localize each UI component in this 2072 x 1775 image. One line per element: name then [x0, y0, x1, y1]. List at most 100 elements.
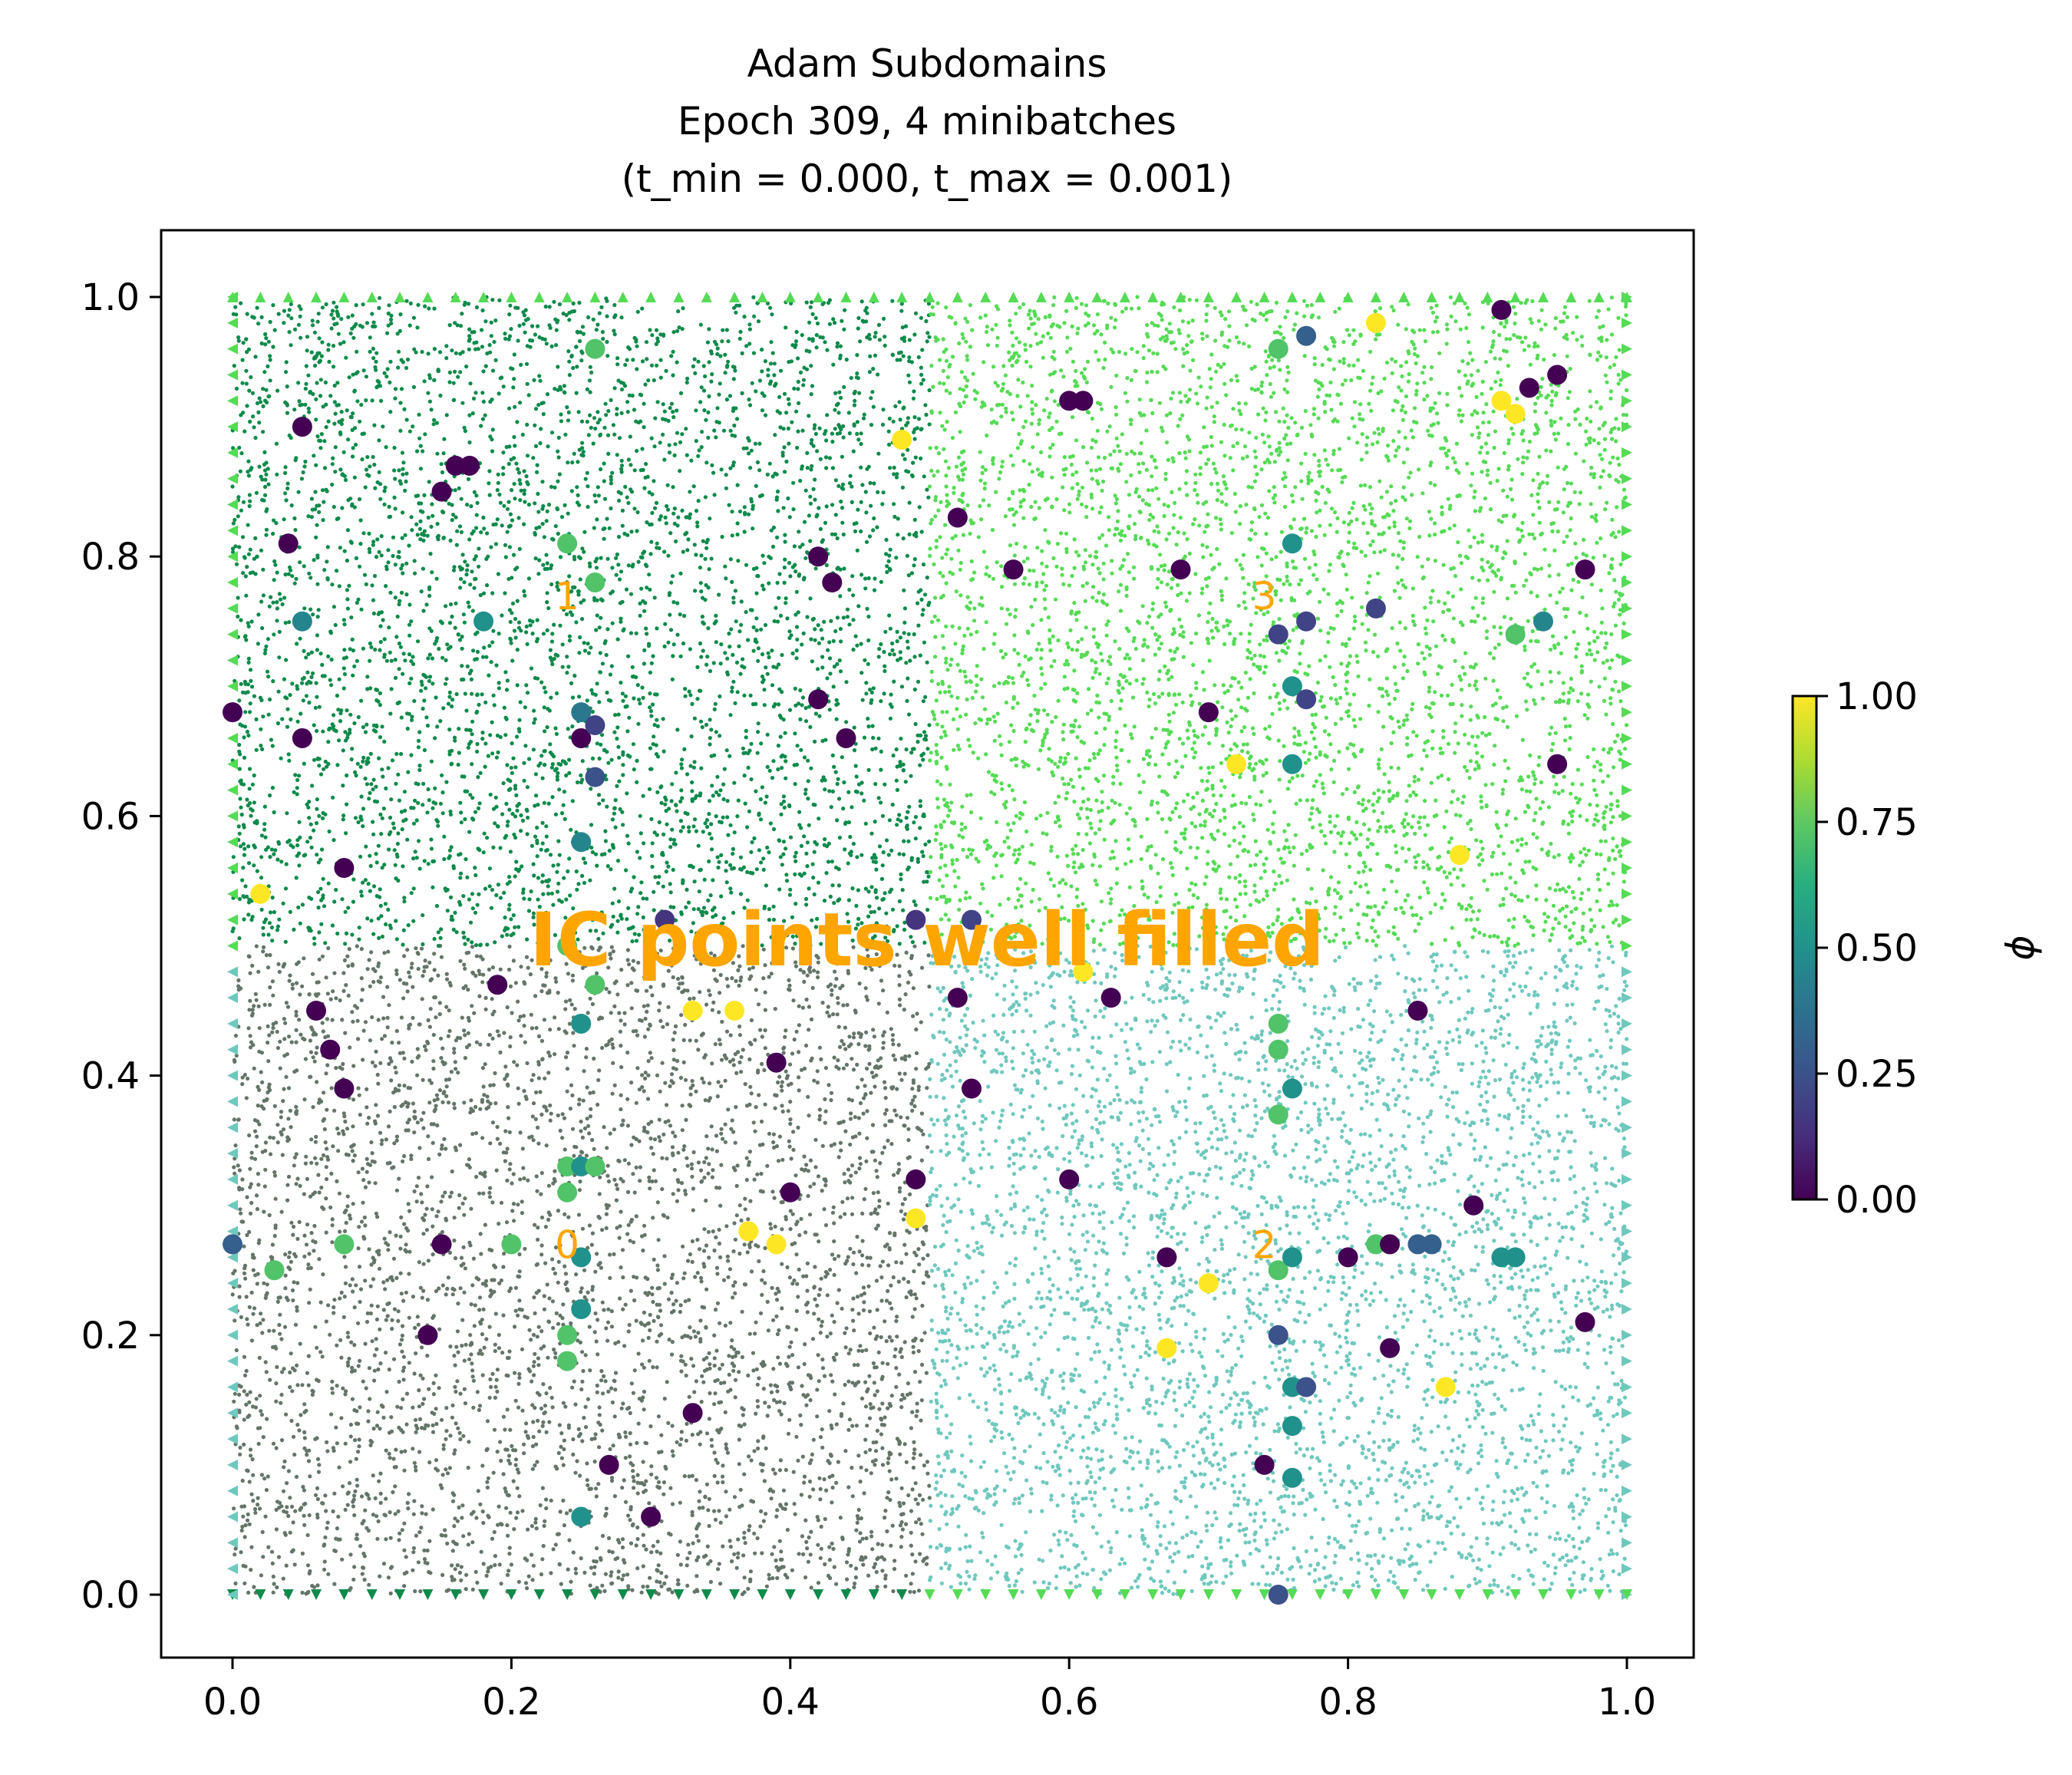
boundary-marker	[1622, 810, 1632, 822]
sample-point	[417, 1325, 438, 1345]
boundary-marker	[589, 292, 601, 302]
boundary-marker	[1091, 1589, 1103, 1600]
boundary-marker	[673, 292, 685, 302]
sample-point	[1268, 1260, 1288, 1281]
boundary-marker	[757, 1589, 768, 1600]
sample-point	[1533, 611, 1553, 632]
sample-point	[1421, 1234, 1442, 1255]
boundary-marker	[1622, 1511, 1632, 1523]
sample-point	[1268, 1013, 1288, 1034]
sample-point	[1575, 559, 1595, 580]
boundary-marker	[227, 836, 238, 848]
boundary-marker	[1622, 525, 1632, 536]
boundary-marker	[227, 473, 238, 484]
boundary-marker	[1622, 317, 1632, 328]
colorbar-tick-label: 0.75	[1836, 801, 1918, 844]
boundary-marker	[227, 810, 238, 822]
boundary-marker	[868, 1589, 879, 1600]
boundary-marker	[227, 343, 238, 355]
sample-point	[1059, 1169, 1080, 1189]
boundary-marker	[1622, 655, 1632, 666]
y-tick-label: 0.6	[81, 795, 140, 838]
boundary-marker	[1622, 888, 1632, 899]
boundary-marker	[1509, 292, 1521, 302]
boundary-marker	[1566, 292, 1577, 302]
boundary-marker	[1622, 421, 1632, 433]
boundary-marker	[422, 1589, 434, 1600]
sample-point	[766, 1234, 787, 1255]
boundary-marker	[227, 1511, 238, 1523]
boundary-marker	[1175, 1589, 1186, 1600]
sample-point	[1156, 1338, 1177, 1358]
sample-point	[585, 338, 605, 359]
boundary-marker	[1453, 1589, 1465, 1600]
sample-point	[655, 909, 675, 930]
sample-point	[473, 611, 494, 632]
sample-point	[641, 1506, 662, 1527]
boundary-marker	[227, 1537, 238, 1549]
sample-point	[808, 546, 829, 567]
boundary-marker	[1064, 292, 1075, 302]
boundary-marker	[533, 292, 545, 302]
boundary-marker	[1622, 1199, 1632, 1211]
sample-point	[571, 1013, 592, 1034]
boundary-marker	[1119, 292, 1130, 302]
sample-point	[571, 1247, 592, 1268]
boundary-marker	[311, 1589, 322, 1600]
sample-point	[1156, 1247, 1177, 1268]
boundary-marker	[1482, 1589, 1493, 1600]
y-tick-label: 0.0	[81, 1574, 140, 1617]
boundary-marker	[227, 421, 238, 433]
boundary-marker	[227, 1173, 238, 1185]
boundary-marker	[1622, 447, 1632, 458]
boundary-marker	[1593, 1589, 1605, 1600]
sample-point	[334, 1078, 355, 1099]
boundary-marker	[227, 681, 238, 692]
sample-point	[906, 1208, 926, 1229]
sample-point	[223, 702, 243, 723]
boundary-marker	[617, 1589, 629, 1600]
boundary-marker	[617, 292, 629, 302]
boundary-marker	[227, 1381, 238, 1393]
x-tick-label: 0.4	[761, 1681, 820, 1724]
sample-point	[1268, 1585, 1288, 1605]
boundary-marker	[227, 1018, 238, 1029]
boundary-marker	[813, 292, 824, 302]
colorbar-tick-label: 0.00	[1836, 1179, 1918, 1222]
boundary-marker	[1008, 292, 1019, 302]
sample-point	[682, 1001, 703, 1021]
boundary-marker	[1622, 1252, 1632, 1263]
boundary-marker	[1035, 1589, 1047, 1600]
boundary-marker	[255, 1589, 266, 1600]
boundary-marker	[227, 940, 238, 952]
sample-point	[557, 1351, 578, 1371]
boundary-marker	[980, 292, 991, 302]
boundary-marker	[227, 1355, 238, 1367]
boundary-marker	[1622, 758, 1632, 770]
boundary-marker	[1286, 1589, 1298, 1600]
sample-point	[1198, 702, 1219, 723]
boundary-marker	[1622, 551, 1632, 563]
sample-point	[431, 481, 452, 502]
x-axis: 0.0 0.2 0.4 0.6 0.8 1.0	[203, 1658, 1656, 1724]
boundary-marker	[952, 292, 963, 302]
boundary-marker	[282, 292, 294, 302]
boundary-marker	[1342, 292, 1354, 302]
boundary-marker	[227, 1303, 238, 1315]
colorbar-ticks: 0.00 0.25 0.50 0.75 1.00	[1816, 675, 1918, 1222]
boundary-marker	[1622, 1070, 1632, 1081]
sample-point	[571, 702, 592, 723]
colorbar-tick-label: 0.25	[1836, 1053, 1918, 1096]
sample-point	[334, 858, 355, 879]
boundary-marker	[227, 499, 238, 510]
x-tick-label: 0.0	[203, 1681, 262, 1724]
sample-point	[320, 1039, 341, 1060]
boundary-marker	[1622, 1096, 1632, 1107]
sample-point	[906, 1169, 926, 1189]
sample-point	[1282, 754, 1302, 774]
boundary-marker	[1622, 1278, 1632, 1289]
boundary-marker	[311, 292, 322, 302]
boundary-marker	[1537, 292, 1549, 302]
sample-point	[445, 455, 466, 476]
boundary-marker	[1622, 1485, 1632, 1496]
